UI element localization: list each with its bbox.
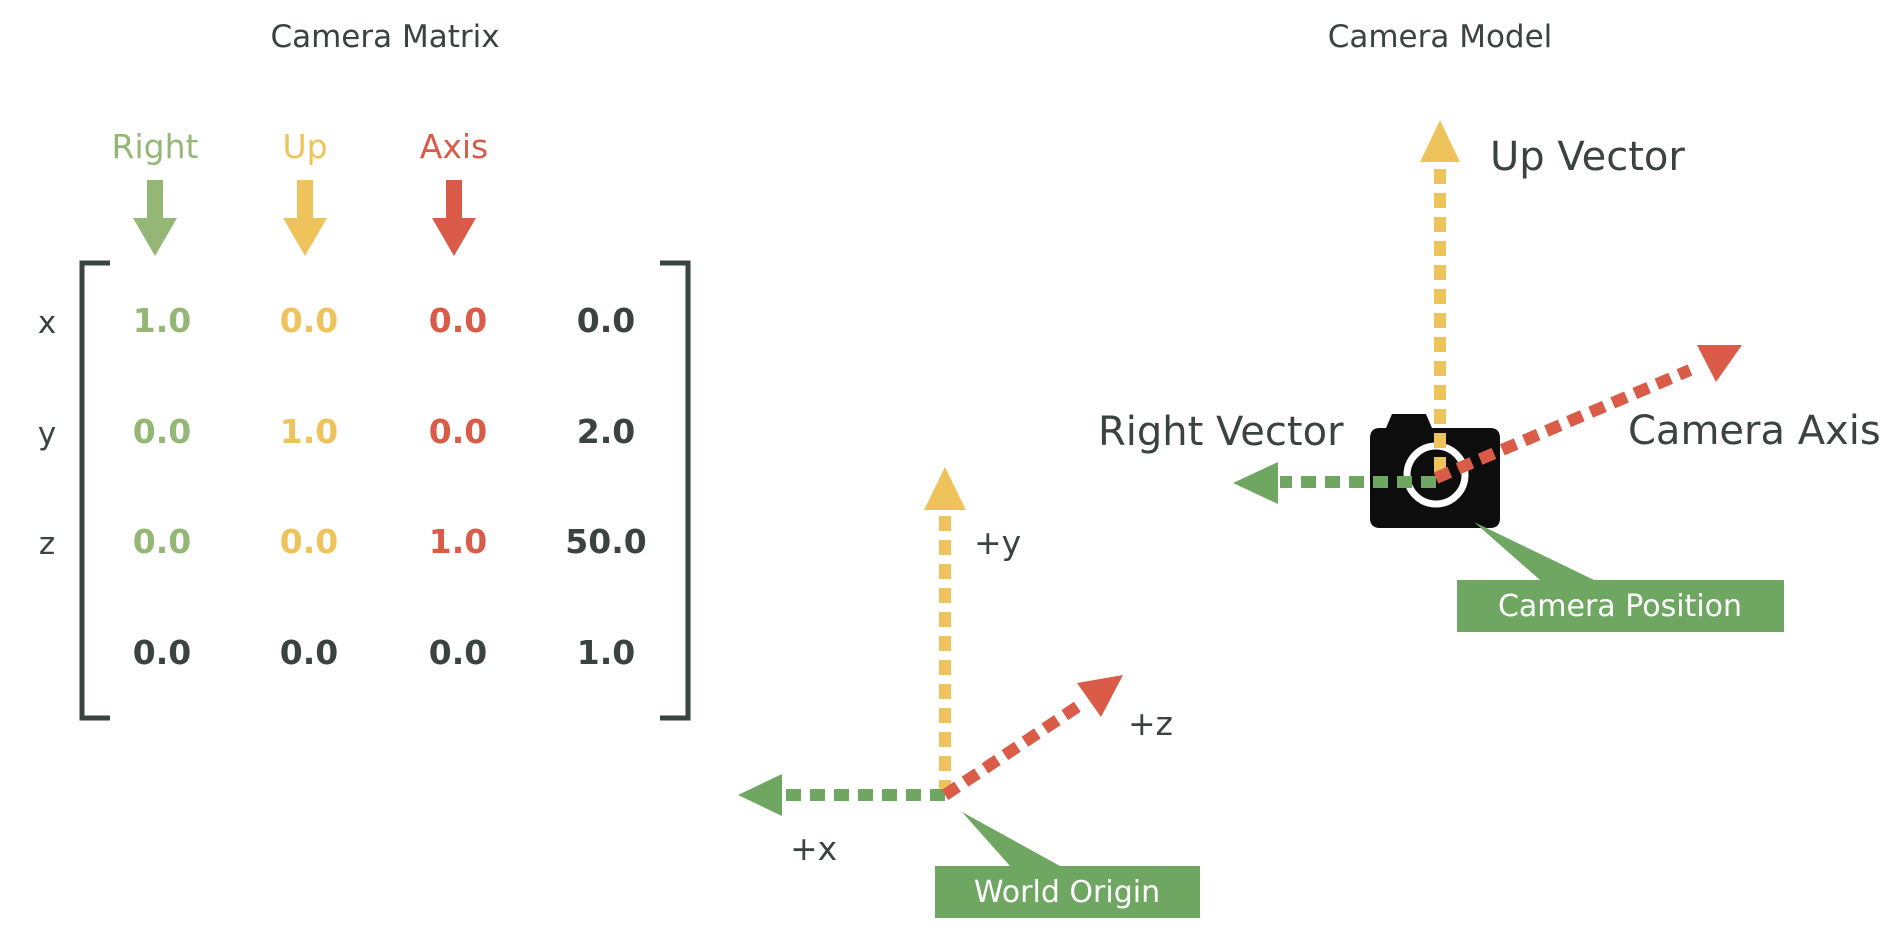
world-origin-label: World Origin <box>974 875 1160 910</box>
right-vector-label: Right Vector <box>1098 409 1344 455</box>
header-axis: Axis <box>420 127 488 166</box>
callout-pointer <box>962 812 1060 866</box>
world-y-arrow-icon <box>924 467 966 510</box>
matrix-cell: 0.0 <box>280 522 338 561</box>
row-label-y: y <box>38 416 56 452</box>
header-up: Up <box>282 127 327 166</box>
world-z-axis <box>941 700 1084 800</box>
matrix-left-bracket <box>79 260 110 721</box>
world-z-label: +z <box>1128 704 1173 743</box>
camera-axis-vector <box>1433 364 1693 484</box>
callout-box <box>1457 580 1784 632</box>
matrix-cell: 0.0 <box>429 412 487 451</box>
camera-right-arrow-icon <box>1233 462 1278 504</box>
axis-down-arrow-icon <box>432 180 476 256</box>
camera-position-label: Camera Position <box>1498 589 1742 624</box>
callout-pointer <box>1474 522 1594 580</box>
matrix-cell: 2.0 <box>577 412 635 451</box>
world-x-arrow-icon <box>738 774 782 816</box>
matrix-cell: 1.0 <box>280 412 338 451</box>
matrix-cell: 0.0 <box>280 633 338 672</box>
world-origin-callout: World Origin <box>935 812 1200 918</box>
world-axes <box>738 467 1123 816</box>
matrix-cell: 1.0 <box>429 522 487 561</box>
matrix-right-bracket <box>660 260 691 721</box>
matrix-cell: 0.0 <box>133 522 191 561</box>
up-vector-label: Up Vector <box>1490 134 1685 180</box>
matrix-cell: 0.0 <box>429 633 487 672</box>
matrix-cell: 0.0 <box>429 301 487 340</box>
matrix-cell: 0.0 <box>133 633 191 672</box>
model-title: Camera Model <box>1328 19 1553 55</box>
header-right: Right <box>112 127 199 166</box>
row-label-z: z <box>39 526 55 562</box>
matrix-cell: 0.0 <box>133 412 191 451</box>
up-down-arrow-icon <box>283 180 327 256</box>
camera-up-arrow-icon <box>1420 120 1460 162</box>
camera-axis-label: Camera Axis <box>1628 408 1881 454</box>
world-z-arrow-icon <box>1077 675 1123 717</box>
right-down-arrow-icon <box>133 180 177 256</box>
world-x-label: +x <box>790 829 837 868</box>
row-label-x: x <box>38 305 56 341</box>
camera-axis-arrow-icon <box>1697 345 1742 382</box>
matrix-cell: 1.0 <box>133 301 191 340</box>
callout-box <box>935 866 1200 918</box>
matrix-title: Camera Matrix <box>270 19 499 55</box>
matrix-cell: 0.0 <box>577 301 635 340</box>
matrix-cell: 50.0 <box>565 522 646 561</box>
matrix-cell: 1.0 <box>577 633 635 672</box>
camera-position-callout: Camera Position <box>1457 522 1784 632</box>
world-y-label: +y <box>974 523 1021 562</box>
matrix-cell: 0.0 <box>280 301 338 340</box>
